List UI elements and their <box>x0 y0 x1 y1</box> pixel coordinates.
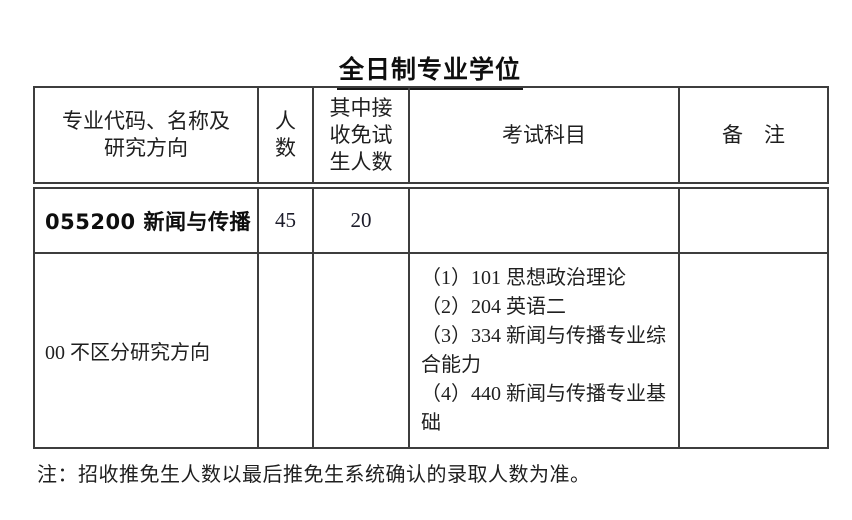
cell-summary-subjects-empty <box>408 184 680 254</box>
table-row: 00 不区分研究方向 （1）101 思想政治理论 （2）204 英语二 （3）3… <box>33 252 829 449</box>
col-header-remarks: 备 注 <box>678 86 829 189</box>
col-header-subjects: 考试科目 <box>408 86 680 189</box>
page-title: 全日制专业学位 <box>336 50 523 90</box>
table-row: 055200 新闻与传播 45 20 <box>33 184 829 254</box>
col-header-count: 人 数 <box>257 86 314 189</box>
degree-table: 专业代码、名称及 研究方向 人 数 其中接 收免试 生人数 考试科目 备 注 0… <box>33 86 829 449</box>
cell-exam-subjects: （1）101 思想政治理论 （2）204 英语二 （3）334 新闻与传播专业综… <box>408 252 680 449</box>
exam-subject-item: （3）334 新闻与传播专业综合能力 <box>421 324 666 376</box>
col-header-exempt: 其中接 收免试 生人数 <box>312 86 410 189</box>
cell-exempt-count: 20 <box>312 184 410 254</box>
exam-subject-item: （1）101 思想政治理论 <box>421 266 626 289</box>
cell-major-code: 055200 新闻与传播 <box>33 184 259 254</box>
cell-direction-remarks-empty <box>678 252 829 449</box>
exam-subject-item: （2）204 英语二 <box>421 295 566 318</box>
footnote: 注：招收推免生人数以最后推免生系统确认的录取人数为准。 <box>37 464 591 486</box>
table-header-row: 专业代码、名称及 研究方向 人 数 其中接 收免试 生人数 考试科目 备 注 <box>33 86 829 189</box>
cell-enrollment-count: 45 <box>257 184 314 254</box>
col-header-major-code: 专业代码、名称及 研究方向 <box>33 86 259 189</box>
cell-direction-exempt-empty <box>312 252 410 449</box>
title-container: 全日制专业学位 <box>33 50 827 90</box>
cell-research-direction: 00 不区分研究方向 <box>33 252 259 449</box>
exam-subject-item: （4）440 新闻与传播专业基础 <box>421 382 666 434</box>
cell-summary-remarks-empty <box>678 184 829 254</box>
cell-direction-count-empty <box>257 252 314 449</box>
